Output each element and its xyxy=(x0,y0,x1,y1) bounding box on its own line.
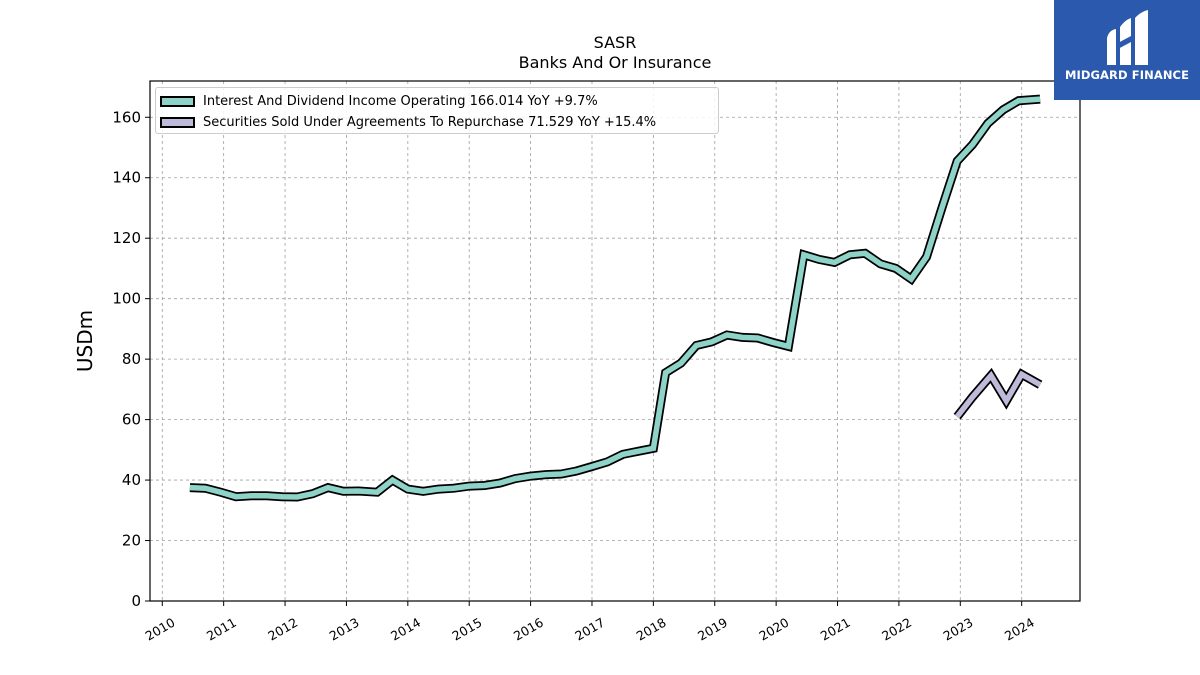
legend-label-interest-income: Interest And Dividend Income Operating 1… xyxy=(203,93,598,109)
x-tick-label: 2022 xyxy=(879,615,914,644)
y-tick-label: 80 xyxy=(122,350,141,368)
legend-swatch-interest-income xyxy=(160,95,195,107)
x-tick-label: 2014 xyxy=(388,615,423,644)
chart-subtitle: Banks And Or Insurance xyxy=(519,53,712,72)
y-tick-label: 160 xyxy=(112,108,141,126)
y-tick-label: 0 xyxy=(131,592,141,610)
grid xyxy=(150,81,1080,602)
plot-frame xyxy=(149,80,1081,602)
x-tick-label: 2016 xyxy=(511,615,546,644)
logo-mark-icon xyxy=(1107,10,1148,65)
series-outline-0 xyxy=(189,94,1041,502)
series-layer xyxy=(189,94,1043,502)
chart-title: SASR xyxy=(594,33,637,52)
legend-swatch-repurchase xyxy=(160,116,195,128)
x-tick-label: 2018 xyxy=(634,615,669,644)
legend-label-repurchase: Securities Sold Under Agreements To Repu… xyxy=(203,114,657,130)
x-tick-label: 2023 xyxy=(941,615,976,644)
y-tick-label: 140 xyxy=(112,169,141,187)
x-tick-label: 2019 xyxy=(695,615,730,644)
axes: 0 20 40 60 80 100 120 140 160 2010 2011 2012 2013 201… xyxy=(112,108,1037,643)
y-tick-label: 40 xyxy=(122,471,141,489)
y-tick-label: 60 xyxy=(122,411,141,429)
y-tick-label: 100 xyxy=(112,290,141,308)
series-line-1 xyxy=(955,370,1042,419)
legend: Interest And Dividend Income Operating 1… xyxy=(155,87,719,134)
series-line-0 xyxy=(189,96,1041,500)
x-tick-label: 2012 xyxy=(265,615,300,644)
y-tick-label: 20 xyxy=(122,532,141,550)
x-tick-label: 2024 xyxy=(1002,615,1037,644)
x-tick-label: 2011 xyxy=(204,615,239,644)
midgard-finance-logo: MIDGARD FINANCE xyxy=(1054,0,1200,100)
x-tick-label: 2017 xyxy=(572,615,607,644)
x-tick-label: 2020 xyxy=(756,615,791,644)
x-tick-label: 2013 xyxy=(327,615,362,644)
x-tick-label: 2010 xyxy=(143,615,178,644)
x-tick-label: 2015 xyxy=(449,615,484,644)
logo-text: MIDGARD FINANCE xyxy=(1064,68,1190,82)
x-tick-label: 2021 xyxy=(818,615,853,644)
y-tick-label: 120 xyxy=(112,229,141,247)
legend-item-interest-income: Interest And Dividend Income Operating 1… xyxy=(160,92,598,110)
y-axis-label: USDm xyxy=(73,310,97,372)
legend-item-repurchase: Securities Sold Under Agreements To Repu… xyxy=(160,113,656,131)
